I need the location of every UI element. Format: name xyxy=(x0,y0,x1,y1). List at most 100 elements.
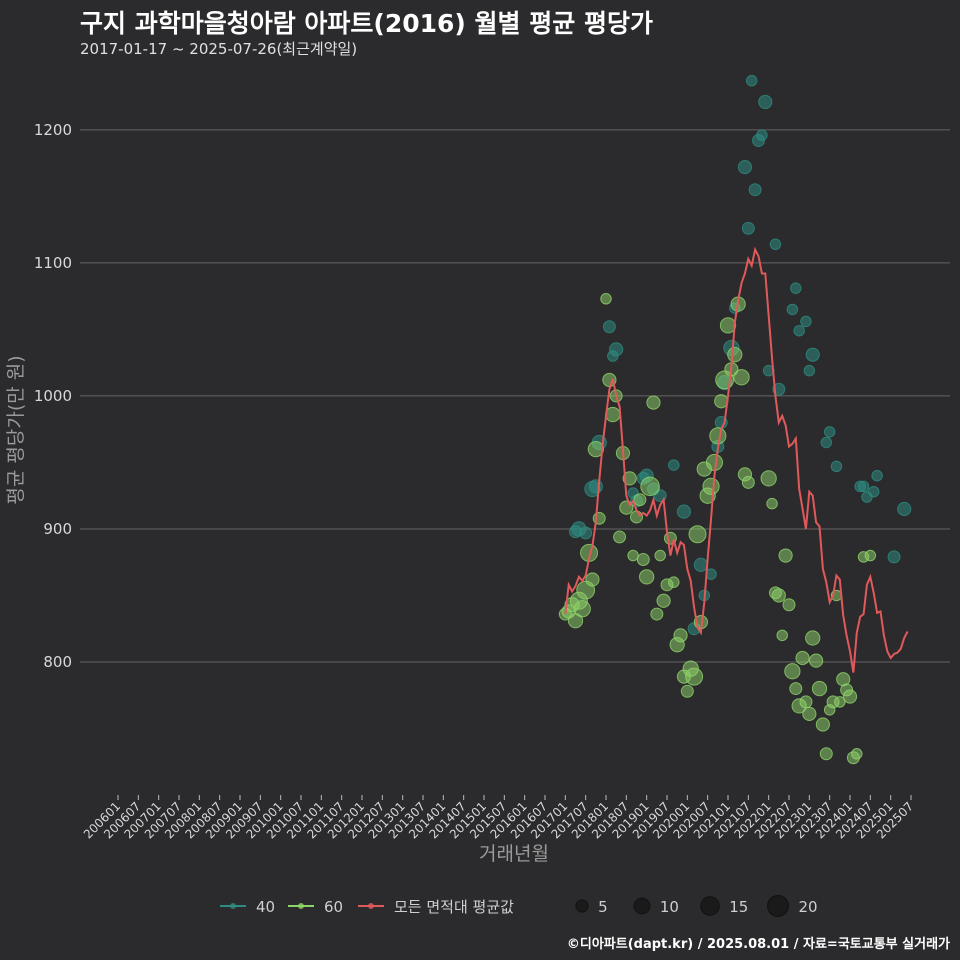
series-60-point xyxy=(640,476,660,497)
series-40-point xyxy=(830,460,843,473)
series-60-point xyxy=(702,477,720,495)
y-tick-label: 1100 xyxy=(34,254,72,272)
series-60-point xyxy=(685,667,704,686)
series-40-point xyxy=(769,238,782,251)
series-40-point xyxy=(693,557,708,572)
y-tick-label: 800 xyxy=(43,653,72,671)
series-60-point xyxy=(776,629,788,642)
series-60-point xyxy=(771,588,786,603)
date-range-subtitle: 2017-01-17 ~ 2025-07-26(최근계약일) xyxy=(80,40,358,58)
series-60-point xyxy=(802,706,817,721)
series-40-point xyxy=(676,504,692,519)
series-40-point xyxy=(793,324,805,337)
series-60-point xyxy=(654,549,666,562)
legend-size-label: 15 xyxy=(729,898,748,916)
series-40-point xyxy=(823,426,836,438)
series-60-point xyxy=(819,747,833,761)
series-40-point xyxy=(748,183,762,197)
series-60-point xyxy=(766,497,778,510)
series-40-point xyxy=(588,479,603,494)
legend: 40 60 모든 면적대 평균값 5 10 15 20 xyxy=(220,895,818,917)
legend-size-10: 10 xyxy=(633,897,679,916)
series-60-point xyxy=(636,553,650,567)
legend-size-label: 5 xyxy=(598,898,608,916)
series-40-point xyxy=(602,320,616,334)
legend-size-5: 5 xyxy=(575,898,608,916)
series-60-point xyxy=(627,549,639,562)
legend-entry-1: 40 xyxy=(220,898,275,916)
series-40-point xyxy=(800,315,812,328)
series-40-points xyxy=(569,74,912,636)
grid-lines xyxy=(80,129,950,663)
series-60-point xyxy=(630,510,643,524)
series-60-point xyxy=(668,576,680,588)
legend-entry-2: 60 xyxy=(288,898,343,916)
series-60-point xyxy=(673,628,688,643)
series-40-point xyxy=(579,526,593,540)
series-60-point xyxy=(805,630,821,646)
y-tick-label: 1000 xyxy=(34,387,72,405)
series-60-point xyxy=(809,653,824,668)
source-caption: ©디아파트(dapt.kr) / 2025.08.01 / 자료=국토교통부 실… xyxy=(566,937,950,952)
y-tick-label: 900 xyxy=(43,520,72,538)
series-60-point xyxy=(864,549,877,562)
series-60-point xyxy=(585,572,600,587)
series-60-point xyxy=(639,569,655,585)
x-axis-label: 거래년월 xyxy=(479,843,549,865)
series-60-point xyxy=(784,663,801,680)
series-60-point xyxy=(782,598,796,612)
legend-size-label: 10 xyxy=(660,898,679,916)
series-60-point xyxy=(842,689,858,704)
average-price-line xyxy=(564,246,909,673)
series-60-point xyxy=(680,684,694,698)
series-60-point xyxy=(633,493,647,507)
x-axis-ticks: 2006012006072007012007072008012008072009… xyxy=(81,795,916,842)
series-60-point xyxy=(600,293,612,305)
series-60-point xyxy=(656,593,671,608)
series-40-point xyxy=(758,94,773,110)
series-40-point xyxy=(897,501,912,517)
page-title: 구지 과학마을청아람 아파트(2016) 월별 평균 평당가 xyxy=(80,9,653,38)
series-60-point xyxy=(688,525,707,544)
series-60-point xyxy=(778,548,793,563)
series-60-point xyxy=(650,607,664,621)
series-40-point xyxy=(790,282,802,294)
series-40-point xyxy=(871,469,883,482)
series-40-point xyxy=(737,160,753,175)
series-60-point xyxy=(795,650,810,666)
series-60-point xyxy=(709,427,727,445)
series-60-point xyxy=(622,471,637,486)
legend-label: 40 xyxy=(256,898,275,916)
legend-label: 모든 면적대 평균값 xyxy=(394,898,514,916)
legend-size-label: 20 xyxy=(798,898,817,916)
series-60-point xyxy=(851,748,863,760)
series-40-point xyxy=(820,436,833,449)
series-40-point xyxy=(756,129,768,141)
series-40-point xyxy=(609,342,624,357)
series-60-point xyxy=(727,347,743,363)
series-60-point xyxy=(613,530,627,544)
series-60-point xyxy=(815,717,830,732)
series-40-point xyxy=(786,303,799,316)
legend-label: 60 xyxy=(324,898,343,916)
legend-size-15: 15 xyxy=(700,896,748,916)
series-60-point xyxy=(741,475,755,489)
series-40-point xyxy=(887,550,901,564)
series-60-point xyxy=(646,395,661,410)
series-60-point xyxy=(799,695,813,709)
series-60-point xyxy=(760,470,777,487)
series-60-point xyxy=(789,682,803,696)
series-40-point xyxy=(745,74,758,87)
series-60-point xyxy=(733,369,750,386)
series-40-point xyxy=(741,221,755,235)
legend-size-20: 20 xyxy=(767,895,818,917)
y-tick-label: 1200 xyxy=(34,121,72,139)
series-60-point xyxy=(719,317,737,334)
series-60-point xyxy=(834,696,846,708)
series-60-point xyxy=(573,600,591,618)
legend-entry-3: 모든 면적대 평균값 xyxy=(358,898,514,916)
series-40-point xyxy=(805,347,820,362)
series-60-point xyxy=(587,440,604,458)
series-40-point xyxy=(668,459,680,471)
